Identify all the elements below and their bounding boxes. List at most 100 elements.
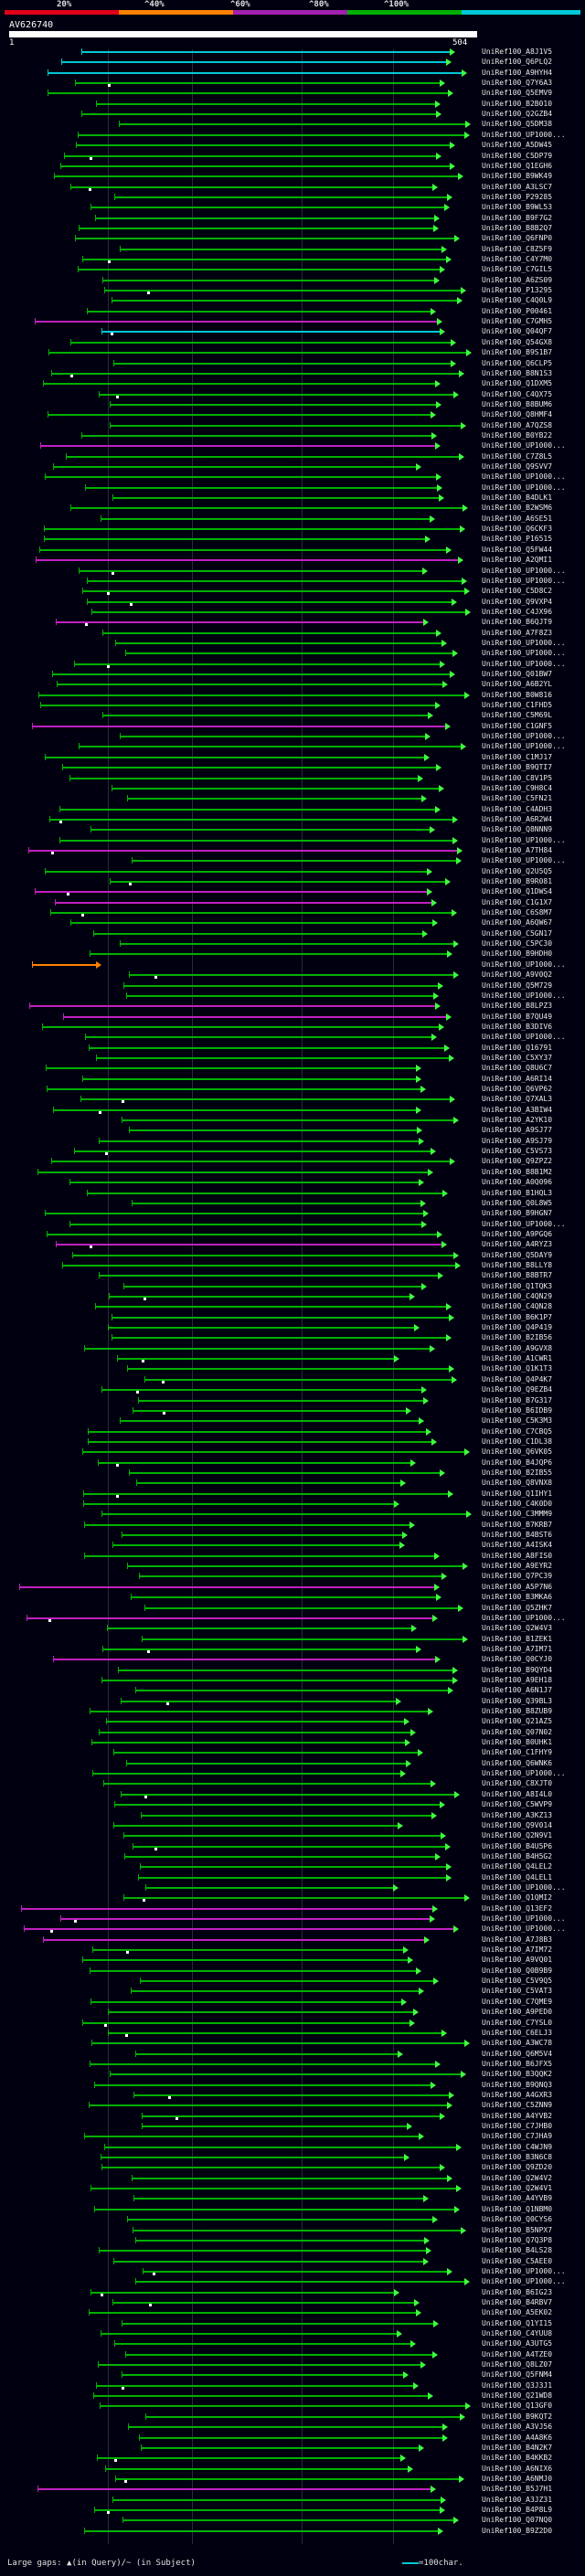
hit-bar[interactable] — [140, 1980, 433, 1982]
hit-label[interactable]: UniRef100_A5DW45 — [482, 141, 553, 149]
hit-label[interactable]: UniRef100_UP1000... — [482, 639, 566, 647]
hit-label[interactable]: UniRef100_B4RBV7 — [482, 2298, 553, 2306]
hit-bar[interactable] — [55, 902, 431, 904]
hit-bar[interactable] — [32, 726, 445, 727]
hit-bar[interactable] — [98, 1462, 410, 1464]
hit-bar[interactable] — [115, 2478, 459, 2480]
hit-label[interactable]: UniRef100_Q1DWS4 — [482, 887, 553, 896]
hit-label[interactable]: UniRef100_B1HQL3 — [482, 1189, 553, 1197]
hit-bar[interactable] — [115, 642, 441, 644]
hit-label[interactable]: UniRef100_B3N6C8 — [482, 2153, 553, 2161]
hit-bar[interactable] — [48, 92, 448, 94]
hit-label[interactable]: UniRef100_B6K1P7 — [482, 1313, 553, 1321]
hit-label[interactable]: UniRef100_A3LSC7 — [482, 183, 553, 191]
hit-label[interactable]: UniRef100_B9QTI7 — [482, 763, 553, 771]
hit-label[interactable]: UniRef100_Q5ZHK7 — [482, 1604, 553, 1612]
hit-label[interactable]: UniRef100_A8FIS0 — [482, 1552, 553, 1560]
hit-bar[interactable] — [21, 1908, 432, 1910]
hit-bar[interactable] — [51, 373, 459, 375]
hit-label[interactable]: UniRef100_UP1000... — [482, 441, 566, 450]
hit-label[interactable]: UniRef100_A3WC78 — [482, 2039, 553, 2047]
hit-label[interactable]: UniRef100_C5K3M3 — [482, 1416, 553, 1425]
hit-bar[interactable] — [122, 2323, 433, 2325]
hit-label[interactable]: UniRef100_A7J8B3 — [482, 1935, 553, 1944]
hit-label[interactable]: UniRef100_Q0L8W5 — [482, 1199, 553, 1207]
hit-bar[interactable] — [56, 1244, 441, 1246]
hit-label[interactable]: UniRef100_B4JQP6 — [482, 1458, 553, 1467]
hit-bar[interactable] — [48, 352, 466, 354]
hit-label[interactable]: UniRef100_B8B2Q7 — [482, 224, 553, 232]
hit-bar[interactable] — [139, 2437, 442, 2439]
hit-bar[interactable] — [95, 1306, 446, 1308]
hit-bar[interactable] — [87, 311, 431, 313]
hit-label[interactable]: UniRef100_C7JHB0 — [482, 2122, 553, 2130]
hit-bar[interactable] — [144, 1379, 452, 1381]
hit-label[interactable]: UniRef100_C4ADH3 — [482, 805, 553, 813]
hit-bar[interactable] — [62, 767, 436, 769]
hit-label[interactable]: UniRef100_Q6VP62 — [482, 1085, 553, 1093]
hit-label[interactable]: UniRef100_Q7PC39 — [482, 1572, 553, 1580]
hit-label[interactable]: UniRef100_B2B010 — [482, 100, 553, 108]
hit-label[interactable]: UniRef100_C1FHY9 — [482, 1748, 553, 1756]
hit-bar[interactable] — [141, 1815, 431, 1817]
hit-label[interactable]: UniRef100_Q01BW7 — [482, 670, 553, 678]
hit-bar[interactable] — [64, 155, 436, 157]
hit-label[interactable]: UniRef100_Q0CYJ0 — [482, 1655, 553, 1663]
hit-label[interactable]: UniRef100_B9R081 — [482, 877, 553, 885]
hit-bar[interactable] — [112, 1544, 399, 1546]
hit-label[interactable]: UniRef100_Q54GX8 — [482, 338, 553, 346]
hit-bar[interactable] — [142, 1638, 463, 1640]
hit-bar[interactable] — [133, 1846, 445, 1848]
hit-label[interactable]: UniRef100_B9HGN7 — [482, 1209, 553, 1217]
hit-bar[interactable] — [106, 1721, 404, 1723]
hit-label[interactable]: UniRef100_C7JHA9 — [482, 2132, 553, 2140]
hit-label[interactable]: UniRef100_Q21AZ5 — [482, 1717, 553, 1725]
hit-bar[interactable] — [121, 1701, 396, 1702]
hit-label[interactable]: UniRef100_Q5EMV9 — [482, 89, 553, 97]
hit-label[interactable]: UniRef100_B0YB22 — [482, 431, 553, 440]
hit-label[interactable]: UniRef100_B7KRB7 — [482, 1521, 553, 1529]
hit-label[interactable]: UniRef100_C8XJT0 — [482, 1779, 553, 1787]
hit-bar[interactable] — [93, 933, 422, 935]
hit-label[interactable]: UniRef100_UP1000... — [482, 960, 566, 969]
hit-bar[interactable] — [36, 559, 458, 561]
hit-bar[interactable] — [78, 134, 464, 136]
hit-label[interactable]: UniRef100_UP1000... — [482, 577, 566, 585]
hit-label[interactable]: UniRef100_Q04QF7 — [482, 327, 553, 335]
hit-label[interactable]: UniRef100_Q6FNP0 — [482, 234, 553, 242]
hit-bar[interactable] — [80, 1098, 450, 1100]
hit-bar[interactable] — [90, 1711, 428, 1712]
hit-label[interactable]: UniRef100_UP1000... — [482, 856, 566, 864]
hit-bar[interactable] — [125, 652, 452, 654]
hit-label[interactable]: UniRef100_Q6M5V4 — [482, 2050, 553, 2058]
hit-bar[interactable] — [59, 809, 435, 811]
hit-label[interactable]: UniRef100_UP1000... — [482, 1614, 566, 1622]
hit-label[interactable]: UniRef100_A3BIW4 — [482, 1106, 553, 1114]
hit-bar[interactable] — [123, 1835, 441, 1837]
hit-label[interactable]: UniRef100_B8BTR7 — [482, 1271, 553, 1279]
hit-bar[interactable] — [143, 2271, 447, 2273]
hit-label[interactable]: UniRef100_Q6VK05 — [482, 1447, 553, 1456]
hit-bar[interactable] — [125, 2354, 432, 2356]
hit-label[interactable]: UniRef100_A4TZE0 — [482, 2350, 553, 2359]
hit-label[interactable]: UniRef100_B0W816 — [482, 691, 553, 699]
hit-label[interactable]: UniRef100_B9WL53 — [482, 203, 553, 211]
hit-label[interactable]: UniRef100_A5P7N6 — [482, 1583, 553, 1591]
hit-label[interactable]: UniRef100_A7F8Z3 — [482, 629, 553, 637]
hit-bar[interactable] — [99, 1275, 438, 1277]
hit-label[interactable]: UniRef100_C5PC30 — [482, 939, 553, 948]
hit-label[interactable]: UniRef100_A4GXR3 — [482, 2091, 553, 2099]
hit-bar[interactable] — [141, 2447, 419, 2449]
hit-label[interactable]: UniRef100_Q21WD8 — [482, 2391, 553, 2400]
hit-bar[interactable] — [63, 1016, 446, 1018]
hit-label[interactable]: UniRef100_A6B2YL — [482, 680, 553, 688]
hit-bar[interactable] — [112, 1337, 446, 1339]
hit-label[interactable]: UniRef100_P29285 — [482, 193, 553, 201]
hit-label[interactable]: UniRef100_A9VQ01 — [482, 1956, 553, 1964]
hit-bar[interactable] — [112, 300, 457, 302]
hit-bar[interactable] — [91, 2042, 464, 2044]
hit-bar[interactable] — [85, 487, 437, 489]
hit-label[interactable]: UniRef100_C1G1X7 — [482, 898, 553, 906]
hit-label[interactable]: UniRef100_C5ZNN9 — [482, 2101, 553, 2109]
hit-label[interactable]: UniRef100_Q5DAY9 — [482, 1251, 553, 1259]
